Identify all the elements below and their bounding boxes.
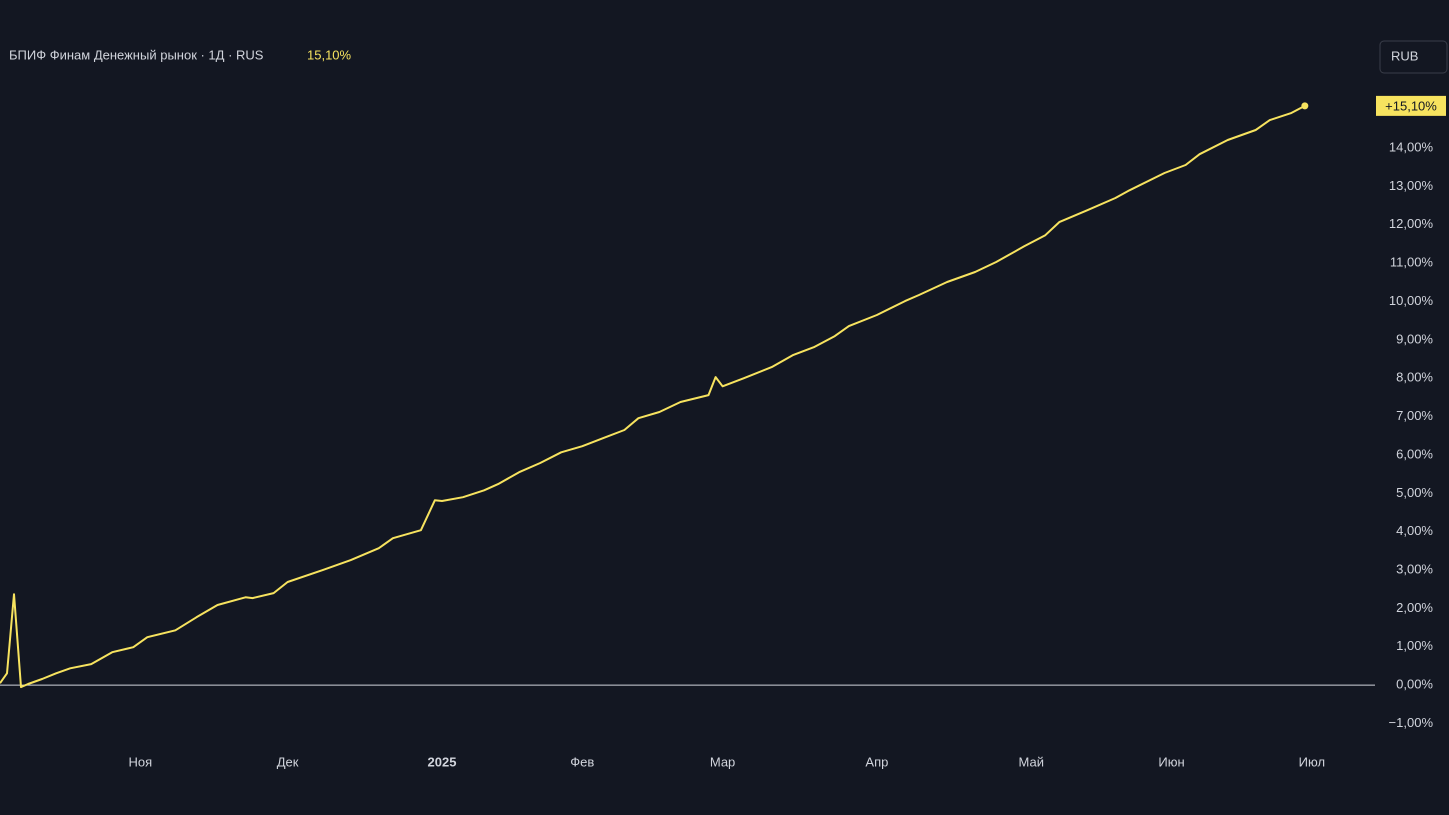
y-tick-label: 0,00%: [1396, 677, 1433, 692]
y-tick-label: 9,00%: [1396, 331, 1433, 346]
y-tick-label: 13,00%: [1389, 178, 1434, 193]
x-tick-label: Ноя: [128, 754, 152, 769]
y-tick-label: 1,00%: [1396, 638, 1433, 653]
x-tick-label: Дек: [277, 754, 299, 769]
x-tick-label: Июл: [1299, 754, 1325, 769]
y-tick-label: 5,00%: [1396, 485, 1433, 500]
last-point: [1301, 102, 1309, 110]
x-tick-label: 2025: [428, 754, 457, 769]
y-tick-label: 14,00%: [1389, 140, 1434, 155]
y-tick-label: 10,00%: [1389, 293, 1434, 308]
currency-label[interactable]: RUB: [1391, 48, 1418, 63]
y-tick-label: 7,00%: [1396, 408, 1433, 423]
y-tick-label: −1,00%: [1389, 715, 1434, 730]
y-tick-label: 3,00%: [1396, 562, 1433, 577]
last-value-label: +15,10%: [1385, 98, 1437, 113]
y-tick-label: 4,00%: [1396, 523, 1433, 538]
x-tick-label: Апр: [865, 754, 888, 769]
legend-value: 15,10%: [307, 47, 352, 62]
y-tick-label: 6,00%: [1396, 446, 1433, 461]
y-tick-label: 12,00%: [1389, 216, 1434, 231]
x-tick-label: Фев: [570, 754, 594, 769]
x-tick-label: Июн: [1158, 754, 1184, 769]
y-tick-label: 2,00%: [1396, 600, 1433, 615]
chart-title: БПИФ Финам Денежный рынок · 1Д · RUS: [9, 47, 264, 62]
last-value-badge: [1376, 95, 1446, 116]
y-tick-label: 11,00%: [1390, 255, 1434, 270]
currency-button[interactable]: [1379, 40, 1448, 74]
x-tick-label: Май: [1019, 754, 1044, 769]
y-tick-label: 8,00%: [1396, 370, 1433, 385]
line-series: [0, 105, 1306, 689]
x-tick-label: Мар: [710, 754, 735, 769]
